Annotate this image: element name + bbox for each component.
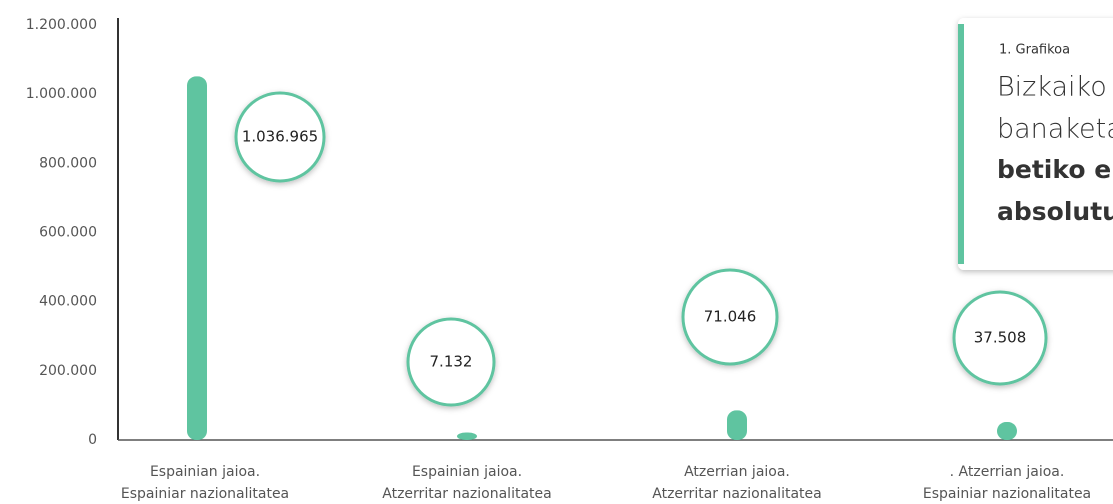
y-tick-label: 1.200.000	[26, 17, 97, 33]
x-tick-label: Atzerrian jaioa.	[684, 464, 790, 480]
bar	[187, 76, 207, 440]
x-tick-label: Espainian jaioa.	[150, 464, 260, 480]
value-label: 7.132	[430, 353, 473, 371]
label-bubble	[406, 317, 496, 407]
x-tick-label: . Atzerrian jaioa.	[950, 464, 1065, 480]
x-tick-label: Atzerritar nazionalitatea	[652, 486, 821, 502]
title-accent	[958, 24, 964, 264]
x-tick-label: Espainian jaioa.	[412, 464, 522, 480]
y-tick-label: 200.000	[39, 363, 97, 379]
y-tick-label: 1.000.000	[26, 86, 97, 102]
y-tick-label: 800.000	[39, 155, 97, 171]
caption: 1. Grafikoa	[999, 43, 1070, 58]
title-box: 1. Grafikoa Bizkaiko banaketa betiko e a…	[958, 18, 1113, 270]
value-label: 71.046	[704, 308, 757, 326]
title-line: banaketa	[997, 114, 1113, 145]
title-line: betiko e	[997, 155, 1111, 184]
bar	[457, 432, 477, 440]
y-tick-label: 0	[88, 432, 97, 448]
x-tick-label: Espainiar nazionalitatea	[121, 486, 289, 502]
label-bubble	[952, 290, 1048, 386]
x-tick-label: Atzerritar nazionalitatea	[382, 486, 551, 502]
label-bubble	[234, 91, 326, 183]
label-bubble	[681, 268, 779, 366]
bar	[727, 410, 747, 440]
y-tick-label: 600.000	[39, 225, 97, 241]
title-line: absolutu	[997, 197, 1113, 226]
value-label: 1.036.965	[242, 128, 318, 146]
value-label: 37.508	[974, 329, 1027, 347]
x-tick-label: Espainiar nazionalitatea	[923, 486, 1091, 502]
title-line: Bizkaiko	[997, 72, 1107, 103]
y-tick-label: 400.000	[39, 294, 97, 310]
title-box-bg	[958, 18, 1113, 270]
bar	[997, 422, 1017, 440]
